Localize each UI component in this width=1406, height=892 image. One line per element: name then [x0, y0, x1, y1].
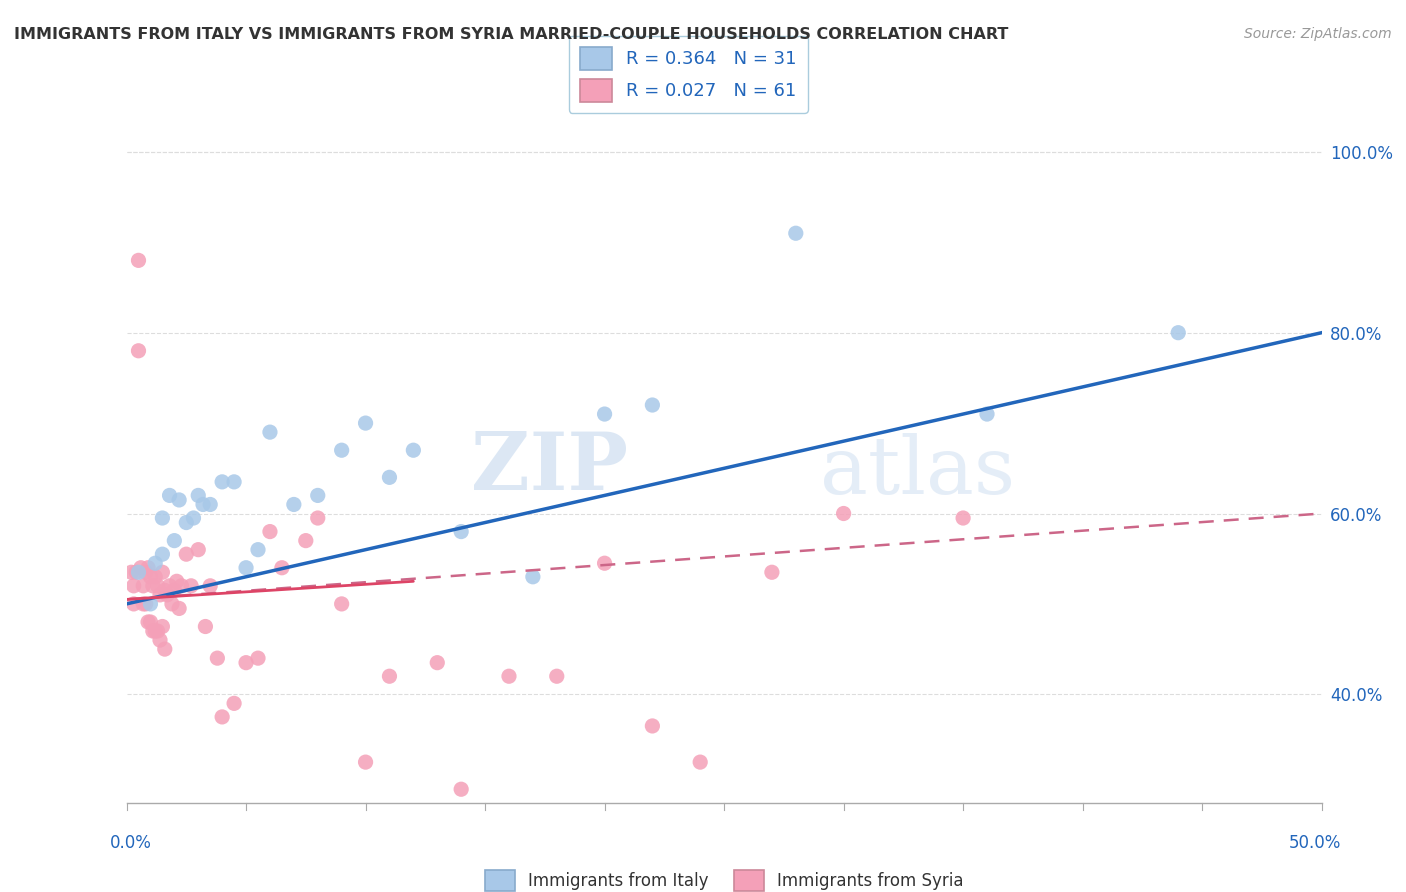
Point: [153, 642, 176, 657]
Point: [163, 533, 186, 548]
Point: [270, 560, 294, 574]
Point: [402, 443, 425, 458]
Point: [135, 597, 157, 611]
Point: [132, 597, 155, 611]
Point: [187, 488, 209, 502]
Point: [294, 533, 316, 548]
Point: [180, 579, 202, 593]
Point: [207, 651, 229, 665]
Point: [191, 498, 214, 512]
Point: [307, 511, 329, 525]
Point: [143, 624, 166, 638]
Point: [235, 560, 257, 574]
Point: [142, 579, 165, 593]
Point: [522, 570, 544, 584]
Point: [330, 597, 353, 611]
Point: [150, 511, 174, 525]
Point: [426, 656, 449, 670]
Point: [785, 226, 807, 240]
Point: [150, 619, 174, 633]
Point: [127, 253, 149, 268]
Point: [211, 710, 233, 724]
Point: [166, 574, 188, 589]
Point: [222, 475, 246, 489]
Point: [139, 570, 162, 584]
Point: [143, 556, 166, 570]
Point: [127, 566, 149, 580]
Point: [546, 669, 568, 683]
Point: [247, 542, 270, 557]
Point: [150, 566, 174, 580]
Point: [187, 542, 209, 557]
Legend: Immigrants from Italy, Immigrants from Syria: Immigrants from Italy, Immigrants from S…: [478, 863, 970, 892]
Point: [689, 755, 711, 769]
Point: [170, 579, 193, 593]
Point: [593, 556, 616, 570]
Point: [259, 425, 281, 439]
Point: [139, 597, 162, 611]
Point: [641, 398, 664, 412]
Point: [952, 511, 974, 525]
Point: [194, 619, 217, 633]
Point: [593, 407, 616, 421]
Point: [307, 488, 329, 502]
Point: [283, 498, 305, 512]
Point: [136, 560, 159, 574]
Text: 50.0%: 50.0%: [1288, 834, 1341, 852]
Point: [143, 570, 166, 584]
Point: [222, 697, 246, 711]
Point: [139, 615, 162, 629]
Text: 0.0%: 0.0%: [110, 834, 152, 852]
Point: [129, 560, 152, 574]
Point: [354, 416, 377, 430]
Point: [354, 755, 377, 769]
Point: [330, 443, 353, 458]
Point: [120, 566, 142, 580]
Text: atlas: atlas: [820, 433, 1015, 510]
Text: Source: ZipAtlas.com: Source: ZipAtlas.com: [1244, 27, 1392, 41]
Point: [1167, 326, 1189, 340]
Point: [127, 343, 149, 358]
Point: [149, 588, 172, 602]
Point: [378, 669, 401, 683]
Point: [183, 511, 205, 525]
Point: [150, 547, 174, 561]
Point: [146, 624, 169, 638]
Point: [146, 579, 169, 593]
Point: [200, 498, 222, 512]
Point: [641, 719, 664, 733]
Point: [174, 547, 197, 561]
Point: [125, 566, 148, 580]
Point: [132, 579, 155, 593]
Point: [259, 524, 281, 539]
Point: [159, 488, 181, 502]
Point: [136, 615, 159, 629]
Point: [761, 566, 783, 580]
Point: [167, 601, 190, 615]
Point: [450, 782, 472, 797]
Point: [200, 579, 222, 593]
Point: [832, 507, 855, 521]
Point: [498, 669, 520, 683]
Point: [135, 566, 157, 580]
Point: [156, 588, 179, 602]
Point: [160, 597, 183, 611]
Point: [247, 651, 270, 665]
Point: [378, 470, 401, 484]
Text: IMMIGRANTS FROM ITALY VS IMMIGRANTS FROM SYRIA MARRIED-COUPLE HOUSEHOLDS CORRELA: IMMIGRANTS FROM ITALY VS IMMIGRANTS FROM…: [14, 27, 1008, 42]
Text: ZIP: ZIP: [471, 429, 628, 508]
Point: [976, 407, 998, 421]
Point: [235, 656, 257, 670]
Point: [211, 475, 233, 489]
Point: [122, 579, 145, 593]
Point: [450, 524, 472, 539]
Point: [174, 516, 197, 530]
Point: [159, 579, 181, 593]
Point: [149, 633, 172, 648]
Point: [167, 492, 190, 507]
Point: [122, 597, 145, 611]
Point: [153, 583, 176, 598]
Point: [163, 583, 186, 598]
Point: [142, 624, 165, 638]
